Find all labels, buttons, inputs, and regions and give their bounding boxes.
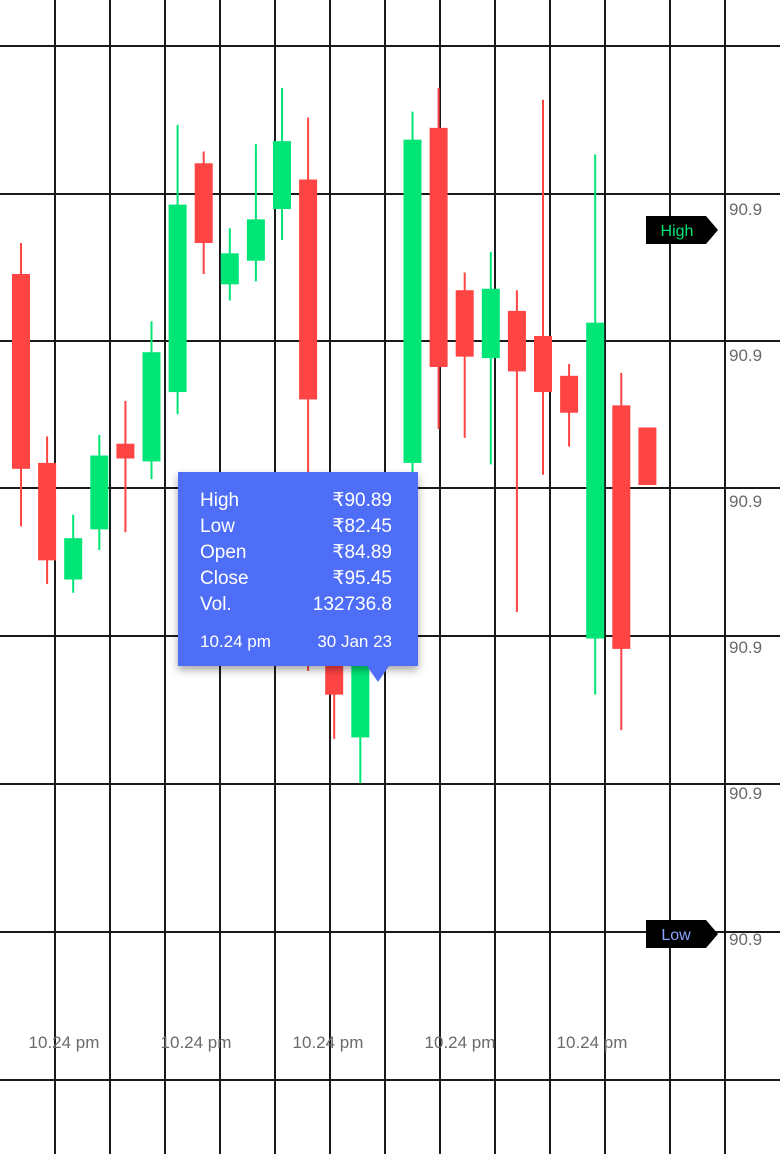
x-axis-labels: 10.24 pm 10.24 pm 10.24 pm 10.24 pm 10.24 pm — [29, 1033, 628, 1052]
candle-body — [38, 462, 57, 561]
y-tick-label: 90.9 — [729, 784, 762, 803]
high-marker: High — [646, 216, 718, 244]
tooltip-row-close: Close ₹95.45 — [200, 566, 392, 592]
low-marker: Low — [646, 920, 718, 948]
candle — [429, 88, 448, 429]
candle-tooltip: High ₹90.89 Low ₹82.45 Open ₹84.89 Close… — [178, 472, 418, 682]
candle — [560, 364, 579, 447]
candle-body — [273, 141, 291, 210]
candle — [116, 400, 135, 533]
candle — [481, 251, 500, 465]
tooltip-label: Low — [200, 516, 235, 537]
candle — [586, 154, 605, 695]
y-tick-label: 90.9 — [729, 346, 762, 365]
tooltip-footer: 10.24 pm 30 Jan 23 — [200, 632, 392, 652]
high-marker-flag — [646, 216, 718, 244]
candle-body — [534, 335, 552, 393]
candle-body — [90, 455, 109, 530]
candle — [142, 321, 161, 480]
candle — [246, 144, 265, 282]
tooltip-row-high: High ₹90.89 — [200, 488, 392, 514]
candle-body — [142, 352, 161, 462]
tooltip-row-low: Low ₹82.45 — [200, 514, 392, 540]
tooltip-value: ₹82.45 — [332, 516, 392, 537]
tooltip-label: Vol. — [200, 594, 232, 615]
candle-body — [299, 179, 318, 400]
candle — [220, 228, 239, 301]
y-tick-label: 90.9 — [729, 200, 762, 219]
candle-body — [64, 538, 83, 580]
tooltip-date: 30 Jan 23 — [317, 632, 392, 651]
tooltip-label: High — [200, 490, 240, 511]
candle-body — [560, 375, 579, 413]
tooltip-value: ₹84.89 — [332, 542, 392, 563]
candle — [168, 124, 187, 415]
candle — [507, 290, 526, 612]
tooltip-value: ₹95.45 — [332, 568, 392, 589]
x-tick-label: 10.24 pm — [161, 1033, 232, 1052]
tooltip-label: Open — [200, 542, 247, 563]
y-tick-label: 90.9 — [729, 492, 762, 511]
candle-body — [507, 310, 526, 372]
candle — [90, 434, 109, 550]
candle-body — [246, 219, 265, 261]
x-tick-label: 10.24 pm — [557, 1033, 628, 1052]
y-axis-labels: 90.9 90.9 90.9 90.9 90.9 90.9 — [729, 200, 762, 949]
high-low-markers: High Low — [646, 216, 718, 948]
candle — [273, 88, 291, 241]
candle-body — [116, 443, 135, 459]
candle — [12, 242, 30, 527]
y-tick-label: 90.9 — [729, 638, 762, 657]
tooltip-row-open: Open ₹84.89 — [200, 540, 392, 566]
tooltip-time: 10.24 pm — [200, 632, 271, 651]
candle-body — [168, 204, 187, 393]
candle-body — [612, 405, 631, 649]
low-marker-flag — [646, 920, 718, 948]
candle — [38, 436, 57, 584]
candle-body — [638, 427, 657, 486]
candles-group — [12, 88, 657, 784]
candle — [612, 372, 631, 731]
candle-body — [455, 290, 474, 357]
low-marker-label: Low — [661, 927, 691, 944]
tooltip-pointer — [367, 666, 389, 682]
candle-body — [194, 163, 213, 243]
candle — [534, 99, 552, 475]
candle-body — [429, 127, 448, 367]
candle — [455, 272, 474, 438]
candle — [64, 514, 83, 593]
y-tick-label: 90.9 — [729, 930, 762, 949]
candle-body — [586, 322, 605, 639]
candle-body — [481, 288, 500, 359]
candle — [194, 151, 213, 274]
high-marker-label: High — [661, 223, 694, 240]
candle-body — [12, 273, 30, 469]
x-tick-label: 10.24 pm — [293, 1033, 364, 1052]
x-tick-label: 10.24 pm — [29, 1033, 100, 1052]
candle — [638, 427, 657, 486]
tooltip-value: ₹90.89 — [332, 490, 392, 511]
tooltip-label: Close — [200, 568, 249, 589]
tooltip-row-volume: Vol. 132736.8 — [200, 592, 392, 618]
x-tick-label: 10.24 pm — [425, 1033, 496, 1052]
candle-body — [403, 139, 422, 463]
candle-body — [220, 253, 239, 285]
tooltip-value: 132736.8 — [312, 594, 392, 615]
